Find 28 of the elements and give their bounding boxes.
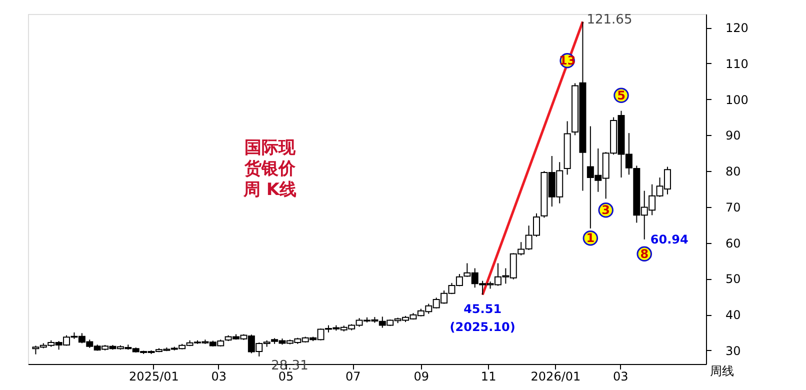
annotation: 60.94 [650, 232, 688, 246]
x-tick-label: 2025/01 [129, 370, 179, 384]
y-tick-label: 50 [726, 272, 741, 286]
x-tick-label: 07 [346, 370, 361, 384]
annotation: 5 [617, 88, 626, 102]
text: 国际现货银价周 K线 [242, 138, 297, 200]
y-tick-label: 100 [726, 92, 748, 107]
text: 周线 [710, 364, 734, 378]
y-tick-label: 30 [726, 344, 741, 358]
x-tick-label: 2026/01 [530, 370, 581, 384]
x-tick-label: 03 [211, 370, 227, 384]
annotation: 3 [602, 203, 610, 218]
annotation: 121.65 [586, 12, 632, 28]
y-tick-label: 40 [726, 308, 741, 322]
y-tick-label: 80 [726, 164, 741, 179]
y-tick-label: 120 [726, 21, 748, 36]
x-tick-label: 03 [613, 370, 628, 384]
annotation: 1 [586, 231, 595, 246]
y-tick-label: 110 [726, 56, 748, 71]
annotation: (2025.10) [450, 320, 516, 334]
x-tick-label: 05 [278, 370, 294, 384]
y-tick-label: 60 [726, 236, 741, 250]
y-tick-label: 90 [726, 128, 741, 143]
annotation: 45.51 [464, 302, 502, 316]
y-tick-label: 70 [726, 200, 741, 214]
x-tick-label: 11 [480, 370, 496, 384]
annotation: 8 [640, 246, 649, 261]
x-tick-label: 09 [414, 370, 430, 384]
